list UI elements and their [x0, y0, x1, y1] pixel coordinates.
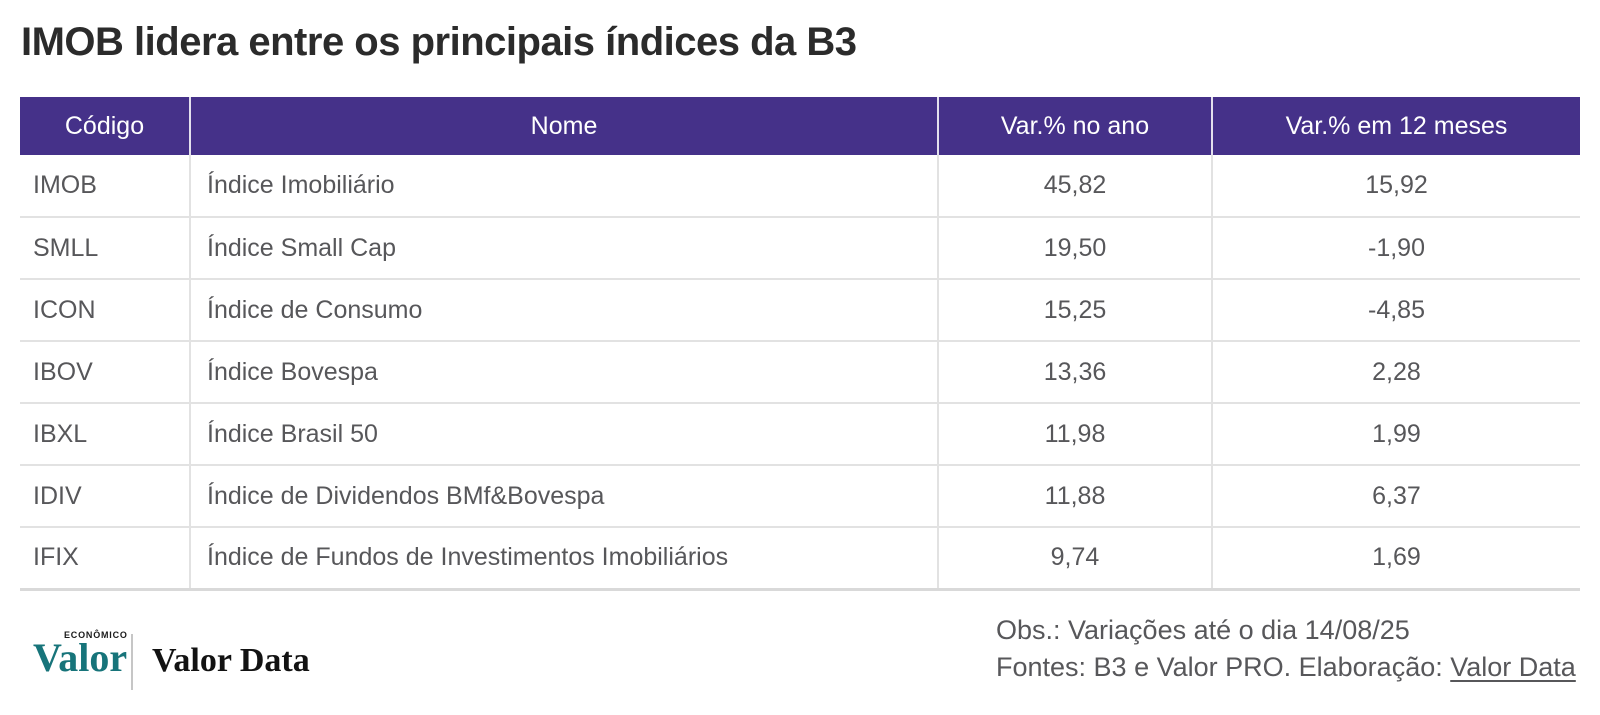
- valor-economico-logo: Valor ECONÔMICO: [33, 631, 128, 680]
- cell-nome: Índice de Dividendos BMf&Bovespa: [189, 465, 938, 528]
- table-header-row: Código Nome Var.% no ano Var.% em 12 mes…: [20, 97, 1580, 155]
- cell-codigo: IBXL: [20, 403, 190, 466]
- cell-var-ano: 11,88: [937, 465, 1212, 528]
- footer-notes: Obs.: Variações até o dia 14/08/25 Fonte…: [996, 612, 1576, 686]
- table-row: IFIX Índice de Fundos de Investimentos I…: [20, 527, 1580, 591]
- indices-table: Código Nome Var.% no ano Var.% em 12 mes…: [20, 97, 1580, 591]
- cell-var-12m: -1,90: [1211, 217, 1580, 280]
- valor-logo-economico-text: ECONÔMICO: [64, 630, 128, 640]
- table-row: SMLL Índice Small Cap 19,50 -1,90: [20, 217, 1580, 280]
- cell-codigo: SMLL: [20, 217, 190, 280]
- chart-title: IMOB lidera entre os principais índices …: [21, 20, 857, 64]
- cell-codigo: IFIX: [20, 527, 190, 591]
- table-row: IMOB Índice Imobiliário 45,82 15,92: [20, 155, 1580, 218]
- cell-var-12m: 15,92: [1211, 155, 1580, 218]
- table-row: ICON Índice de Consumo 15,25 -4,85: [20, 279, 1580, 342]
- cell-nome: Índice Imobiliário: [189, 155, 938, 218]
- cell-codigo: ICON: [20, 279, 190, 342]
- col-header-var-ano: Var.% no ano: [937, 97, 1212, 155]
- cell-var-12m: 1,69: [1211, 527, 1580, 591]
- cell-codigo: IBOV: [20, 341, 190, 404]
- sources-note: Fontes: B3 e Valor PRO. Elaboração: Valo…: [996, 649, 1576, 686]
- observation-note: Obs.: Variações até o dia 14/08/25: [996, 615, 1410, 645]
- valor-data-link[interactable]: Valor Data: [1450, 652, 1576, 682]
- table-row: IDIV Índice de Dividendos BMf&Bovespa 11…: [20, 465, 1580, 528]
- cell-var-ano: 19,50: [937, 217, 1212, 280]
- cell-var-ano: 13,36: [937, 341, 1212, 404]
- valor-logo-word: Valor: [33, 635, 128, 680]
- cell-var-12m: 1,99: [1211, 403, 1580, 466]
- cell-nome: Índice Bovespa: [189, 341, 938, 404]
- cell-var-12m: 2,28: [1211, 341, 1580, 404]
- cell-var-ano: 9,74: [937, 527, 1212, 591]
- cell-codigo: IMOB: [20, 155, 190, 218]
- col-header-codigo: Código: [20, 97, 190, 155]
- cell-nome: Índice Brasil 50: [189, 403, 938, 466]
- sources-text: Fontes: B3 e Valor PRO. Elaboração:: [996, 652, 1451, 682]
- cell-nome: Índice de Consumo: [189, 279, 938, 342]
- cell-var-ano: 15,25: [937, 279, 1212, 342]
- col-header-nome: Nome: [189, 97, 938, 155]
- cell-var-ano: 11,98: [937, 403, 1212, 466]
- col-header-var-12m: Var.% em 12 meses: [1211, 97, 1580, 155]
- table-row: IBOV Índice Bovespa 13,36 2,28: [20, 341, 1580, 404]
- table-row: IBXL Índice Brasil 50 11,98 1,99: [20, 403, 1580, 466]
- cell-nome: Índice Small Cap: [189, 217, 938, 280]
- logo-divider: [131, 634, 133, 690]
- valor-data-logo: Valor Data: [152, 642, 310, 679]
- cell-nome: Índice de Fundos de Investimentos Imobil…: [189, 527, 938, 591]
- cell-var-12m: -4,85: [1211, 279, 1580, 342]
- cell-codigo: IDIV: [20, 465, 190, 528]
- cell-var-ano: 45,82: [937, 155, 1212, 218]
- cell-var-12m: 6,37: [1211, 465, 1580, 528]
